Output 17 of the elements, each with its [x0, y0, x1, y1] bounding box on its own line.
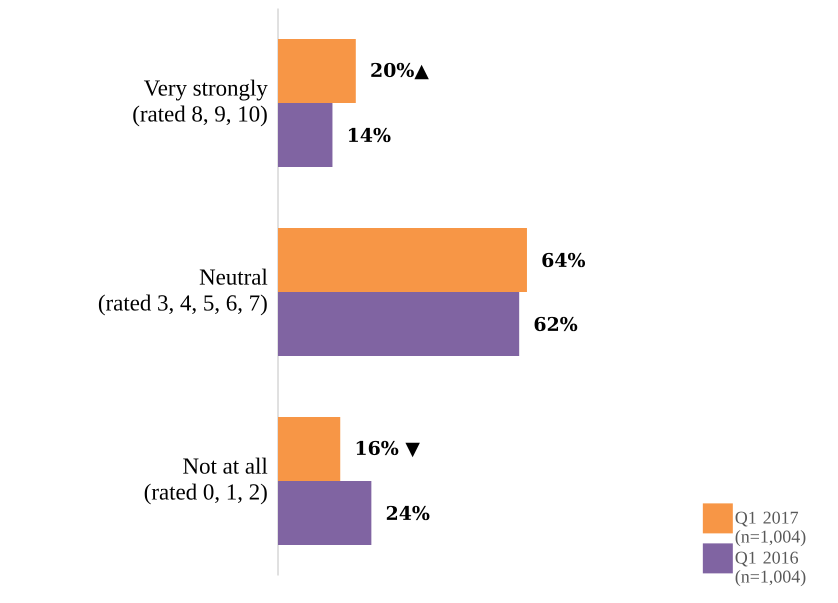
bar [278, 39, 356, 103]
data-label: 14% [348, 128, 391, 142]
bar [278, 417, 340, 482]
data-label: 62% [534, 316, 578, 332]
bar [278, 103, 332, 168]
bar [278, 228, 527, 292]
bar [278, 481, 372, 546]
legend-label: Q1 2017 (n=1,004) [736, 512, 806, 546]
y-tick-label: Not at all (rated 0, 1, 2) [144, 458, 268, 504]
legend-label: Q1 2016 (n=1,004) [736, 552, 806, 586]
data-label: 24% [386, 506, 430, 520]
bar [278, 292, 520, 356]
y-tick-label: Very strongly (rated 8, 9, 10) [133, 80, 268, 126]
y-tick-label: Neutral (rated 3, 4, 5, 6, 7) [98, 268, 268, 316]
data-label: 20%▲ [371, 62, 429, 80]
data-label: 64% [542, 252, 586, 268]
data-label: 16% ▼ [356, 440, 420, 458]
